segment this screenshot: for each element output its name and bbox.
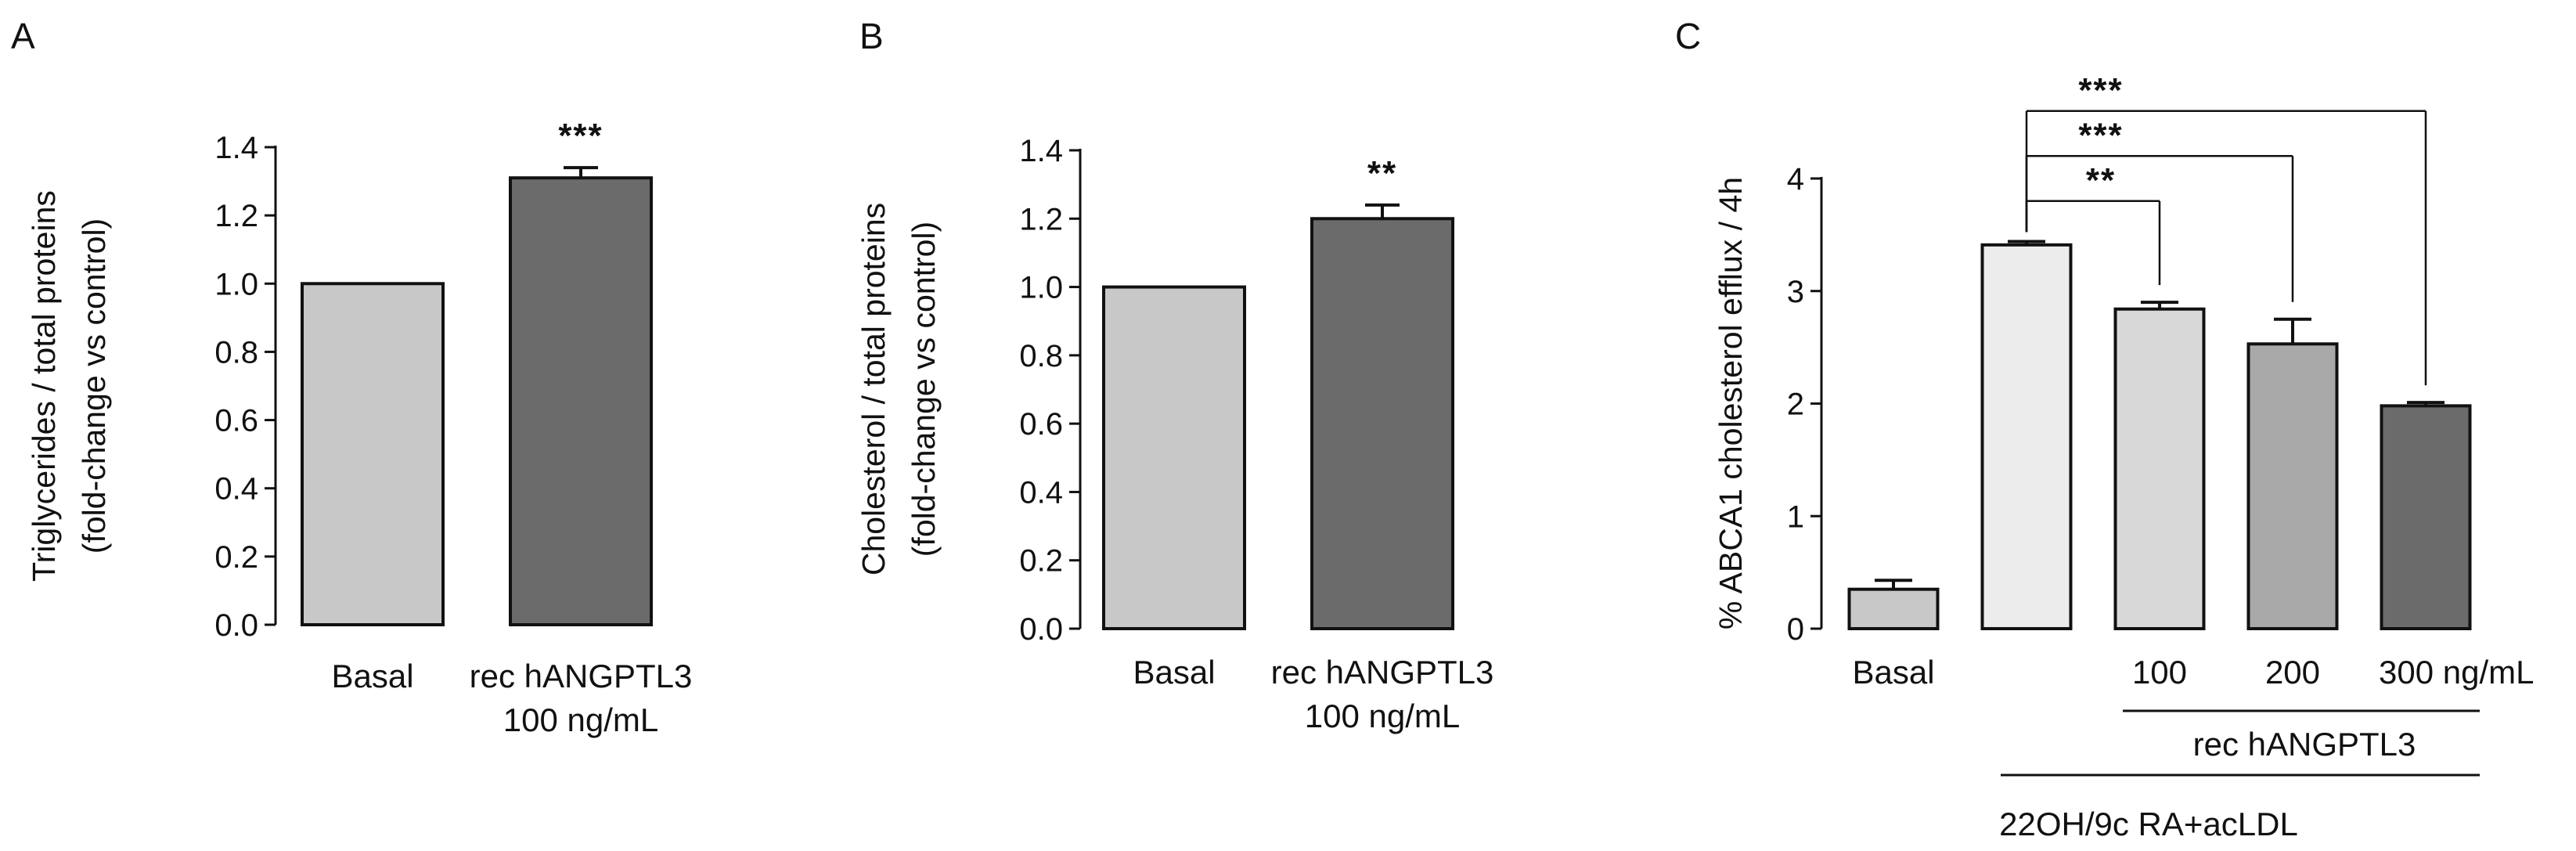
- panel-c-treatment-group-label: rec hANGPTL3: [2193, 726, 2416, 763]
- panel-c-category-label: 200: [2265, 654, 2320, 691]
- panel-a-category-label: rec hANGPTL3: [470, 658, 693, 694]
- panel-c-category-label: 100: [2132, 654, 2187, 691]
- panel-c-y-tick-label: 2: [1787, 388, 1804, 422]
- panel-a-chart: 0.0 0.2 0.4 0.6 0.8 1.0 1.2 1.4 Triglycerides / …: [26, 117, 692, 738]
- panel-b-y-tick-label: 1.0: [1019, 271, 1063, 305]
- panel-c-bar: [2113, 307, 2206, 630]
- panel-c-y-tick-label: 0: [1787, 612, 1804, 647]
- panel-b-y-tick-label: 0.0: [1019, 612, 1063, 647]
- panel-b-y-tick-label: 0.2: [1019, 544, 1063, 579]
- panel-c-y-axis-label: % ABCA1 cholesterol efflux / 4h: [1713, 177, 1749, 629]
- panel-c-bar: [1980, 243, 2073, 630]
- panel-b-significance-label: **: [1367, 154, 1397, 193]
- panel-a-y-tick-label: 0.0: [214, 608, 258, 643]
- panel-b-y-tick-label: 0.6: [1019, 407, 1063, 442]
- panel-a-y-tick-label: 0.6: [214, 404, 258, 438]
- panel-c-y-tick-label: 3: [1787, 275, 1804, 309]
- panel-b-chart: 0.0 0.2 0.4 0.6 0.8 1.0 1.2 1.4 Cholesterol / to…: [856, 134, 1493, 734]
- panel-b-category-label: rec hANGPTL3: [1271, 654, 1494, 691]
- panel-c-category-label: 300 ng/mL: [2379, 654, 2534, 691]
- panel-letter-c: C: [1675, 16, 1701, 56]
- panel-c-bracket-label: ***: [2078, 116, 2123, 154]
- panel-a-significance-label: ***: [558, 117, 603, 155]
- panel-a-bar: [509, 176, 653, 626]
- panel-c-bar: [2246, 342, 2339, 630]
- panel-letter-a: A: [11, 16, 35, 56]
- panel-b-y-tick-label: 1.4: [1019, 134, 1063, 168]
- panel-a-y-tick-label: 1.2: [214, 199, 258, 233]
- panel-c-loading-group-label: 22OH/9c RA+acLDL: [1999, 806, 2298, 842]
- panel-a-y-tick-label: 0.4: [214, 472, 258, 507]
- panel-b-y-tick-label: 0.8: [1019, 339, 1063, 373]
- panel-a-y-tick-label: 0.2: [214, 540, 258, 575]
- panel-c-y-tick-label: 1: [1787, 499, 1804, 534]
- panel-b-y-axis-label: Cholesterol / total proteins: [856, 203, 892, 575]
- panel-b-bar: [1310, 217, 1454, 630]
- panel-b-category-label: 100 ng/mL: [1305, 698, 1460, 734]
- panel-b-y-tick-label: 1.2: [1019, 202, 1063, 236]
- panel-a-y-tick-label: 1.4: [214, 131, 258, 165]
- panel-b-y-axis-label: (fold-change vs control): [906, 222, 942, 557]
- panel-letter-b: B: [859, 16, 884, 56]
- panel-c-category-label: Basal: [1852, 654, 1934, 691]
- panel-c-y-tick-label: 4: [1787, 162, 1804, 197]
- panel-c-bracket-label: ***: [2078, 71, 2123, 110]
- panel-c-bar: [2380, 404, 2472, 630]
- panel-a-y-axis-label: Triglycerides / total proteins: [26, 190, 62, 582]
- panel-b-y-tick-label: 0.4: [1019, 475, 1063, 510]
- panel-a-bar: [301, 282, 445, 626]
- panel-c-chart: 0 1 2 3 4 % ABCA1 cholesterol efflux / 4h Basa…: [1713, 71, 2534, 691]
- panel-c-bar: [1847, 587, 1940, 630]
- panel-a-y-tick-label: 0.8: [214, 335, 258, 370]
- panel-b-bar: [1102, 285, 1246, 630]
- panel-a-y-axis-label: (fold-change vs control): [76, 218, 112, 554]
- panel-a-category-label: 100 ng/mL: [503, 701, 658, 738]
- panel-a-y-tick-label: 1.0: [214, 267, 258, 301]
- panel-a-category-label: Basal: [331, 658, 413, 694]
- panel-c-bracket-label: **: [2086, 161, 2116, 200]
- panel-b-category-label: Basal: [1133, 654, 1215, 691]
